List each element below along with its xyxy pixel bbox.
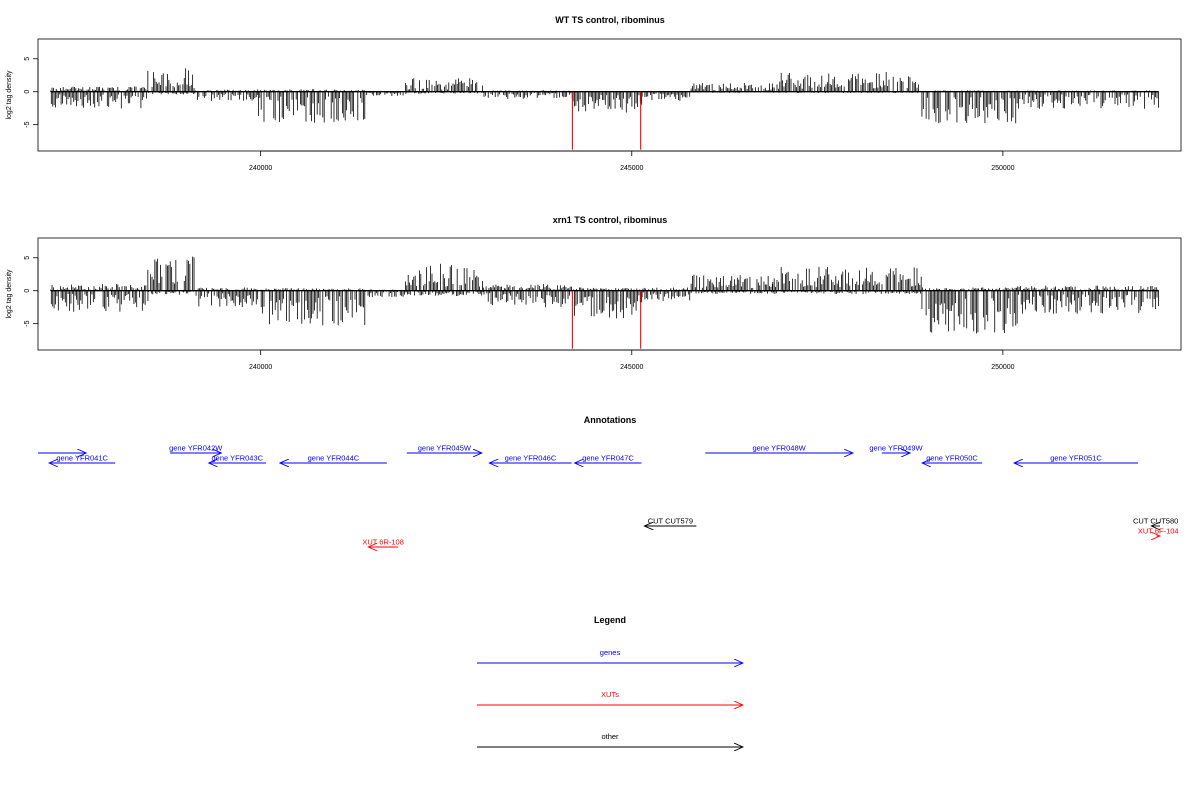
feature-label: gene YFR047C: [582, 454, 634, 463]
feature-label: CUT CUT580: [1133, 517, 1178, 526]
feature-label: gene YFR049W: [869, 444, 923, 453]
y-tick-label: 5: [24, 256, 31, 260]
legend-items: genes XUTs other: [477, 648, 743, 747]
feature-label: gene YFR041C: [56, 454, 108, 463]
panel-title: xrn1 TS control, ribominus: [553, 215, 668, 225]
feature-label: CUT CUT579: [648, 517, 693, 526]
feature-label: XUT 6F-104: [1138, 527, 1179, 536]
feature-label: gene YFR050C: [926, 454, 978, 463]
x-tick-label: 240000: [249, 364, 272, 371]
y-tick-label: 5: [24, 57, 31, 61]
feature-label: gene YFR045W: [418, 444, 472, 453]
x-tick-label: 250000: [991, 165, 1014, 172]
x-tick-label: 240000: [249, 165, 272, 172]
legend-label: genes: [600, 648, 621, 657]
axes: -5 0 5 240000 245000 250000: [24, 256, 1015, 371]
panel-wt: WT TS control, ribominus log2 tag densit…: [6, 15, 1182, 172]
feature-label: gene YFR043C: [212, 454, 264, 463]
panel-title: WT TS control, ribominus: [555, 15, 665, 25]
y-tick-label: 0: [24, 289, 31, 293]
y-axis-label: log2 tag density: [6, 269, 13, 319]
y-tick-label: -5: [24, 320, 31, 326]
y-tick-label: 0: [24, 90, 31, 94]
x-tick-label: 245000: [620, 165, 643, 172]
x-tick-label: 245000: [620, 364, 643, 371]
feature-label: XUT 6R-108: [362, 538, 404, 547]
axes: -5 0 5 240000 245000 250000: [24, 57, 1015, 172]
legend-panel: Legend genes XUTs other: [477, 615, 743, 747]
feature-label: gene YFR044C: [308, 454, 360, 463]
y-tick-label: -5: [24, 121, 31, 127]
legend-label: other: [601, 732, 619, 741]
legend-label: XUTs: [601, 690, 619, 699]
bars: [50, 68, 1159, 150]
legend-title: Legend: [594, 615, 626, 625]
annotations-title: Annotations: [584, 415, 637, 425]
panel-xrn1: xrn1 TS control, ribominus log2 tag dens…: [6, 215, 1182, 371]
x-tick-label: 250000: [991, 364, 1014, 371]
feature-label: gene YFR048W: [752, 444, 806, 453]
bars: [50, 256, 1159, 349]
y-axis-label: log2 tag density: [6, 70, 13, 120]
feature-label: gene YFR051C: [1050, 454, 1102, 463]
feature-label: gene YFR042W: [169, 444, 223, 453]
feature-label: gene YFR046C: [505, 454, 557, 463]
